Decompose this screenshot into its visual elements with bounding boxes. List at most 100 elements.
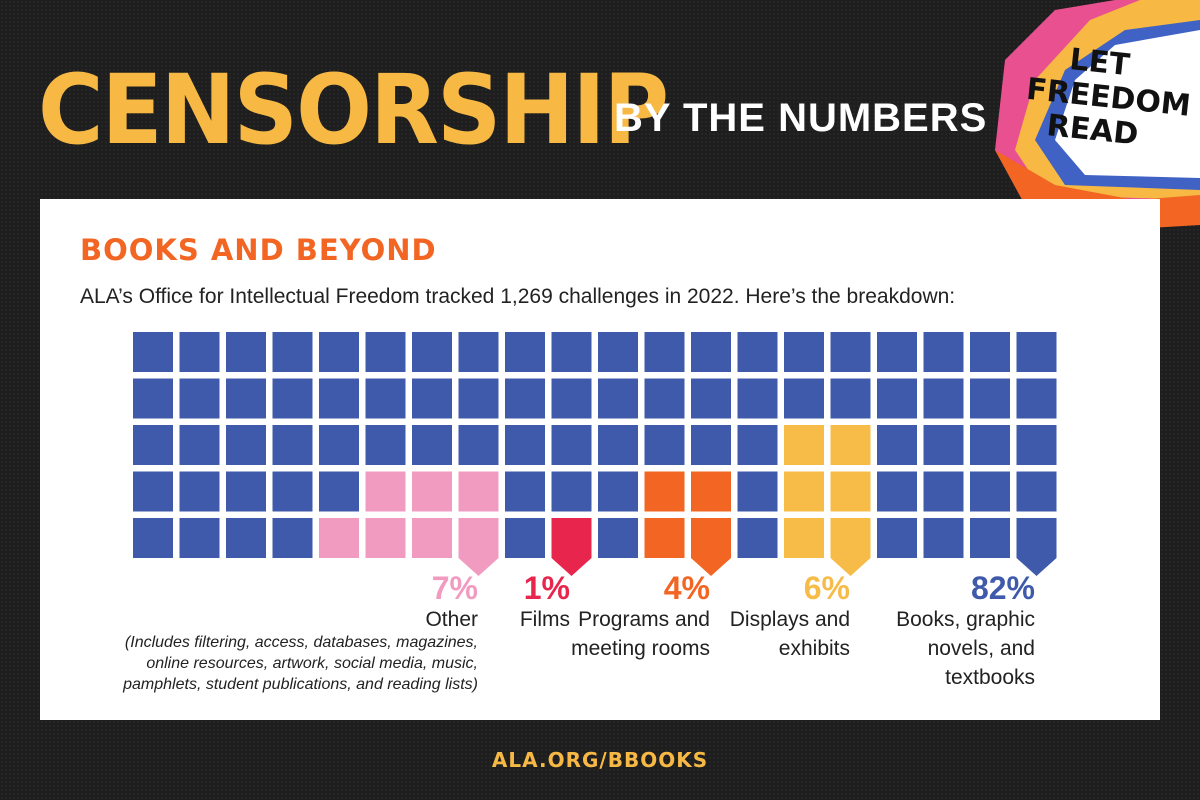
waffle-cell-books: [737, 378, 778, 419]
footer-url[interactable]: ALA.ORG/BBOOKS: [491, 748, 709, 772]
waffle-cell-books: [598, 378, 638, 419]
section-intro: ALA’s Office for Intellectual Freedom tr…: [80, 285, 956, 308]
waffle-cell-books: [1016, 378, 1057, 419]
waffle-cell-books: [970, 518, 1010, 558]
waffle-cell-books: [691, 332, 731, 372]
waffle-cell-books: [133, 332, 173, 372]
percent-programs: 4%: [663, 570, 710, 606]
label-other: Other: [425, 608, 478, 631]
waffle-cell-programs: [644, 471, 685, 512]
waffle-cell-books: [272, 518, 313, 558]
waffle-cell-books: [133, 378, 173, 419]
percent-films: 1%: [523, 570, 570, 606]
waffle-cell-displays: [784, 471, 824, 512]
waffle-cell-books: [784, 378, 824, 419]
waffle-cell-books: [551, 425, 592, 465]
waffle-cell-books: [644, 378, 685, 419]
waffle-cell-books: [877, 518, 917, 558]
waffle-cell-books: [133, 425, 173, 465]
label-programs: Programs and meeting rooms: [571, 608, 710, 660]
waffle-cell-programs: [644, 518, 685, 558]
waffle-cell-books: [551, 378, 592, 419]
waffle-cell-books: [877, 471, 917, 512]
waffle-cell-books: [505, 332, 545, 372]
waffle-cell-other: [412, 471, 452, 512]
waffle-cell-books: [923, 378, 964, 419]
waffle-cell-books: [319, 378, 359, 419]
headline-censorship: CENSORSHIP: [38, 54, 669, 166]
waffle-cell-books: [923, 518, 964, 558]
waffle-cell-books: [598, 471, 638, 512]
waffle-cell-other: [365, 518, 406, 558]
waffle-cell-books: [226, 332, 266, 372]
waffle-cell-other: [458, 518, 499, 576]
waffle-cell-books: [179, 332, 220, 372]
waffle-cell-books: [179, 518, 220, 558]
waffle-cell-books: [365, 332, 406, 372]
percent-books: 82%: [970, 570, 1035, 606]
waffle-cell-programs: [691, 471, 731, 512]
waffle-cell-books: [830, 332, 871, 372]
waffle-cell-displays: [830, 518, 871, 576]
note-other: (Includes filtering, access, databases, …: [123, 634, 478, 693]
label-displays: Displays and exhibits: [729, 608, 850, 660]
waffle-cell-books: [784, 332, 824, 372]
waffle-cell-books: [133, 518, 173, 558]
waffle-cell-books: [830, 378, 871, 419]
waffle-cell-books: [226, 518, 266, 558]
waffle-cell-books: [970, 378, 1010, 419]
waffle-cell-films: [551, 518, 592, 576]
book-burst-icon: [995, 0, 1200, 230]
waffle-cell-other: [412, 518, 452, 558]
waffle-cell-books: [458, 332, 499, 372]
waffle-cell-other: [365, 471, 406, 512]
waffle-cell-books: [691, 378, 731, 419]
waffle-cell-books: [1016, 332, 1057, 372]
waffle-cell-books: [505, 425, 545, 465]
logo-text: LET FREEDOM READ: [1021, 39, 1193, 155]
headline-by-the-numbers: BY THE NUMBERS: [614, 96, 988, 140]
waffle-cell-programs: [691, 518, 731, 576]
waffle-cell-books: [272, 471, 313, 512]
waffle-cell-other: [458, 471, 499, 512]
waffle-cell-books: [737, 471, 778, 512]
waffle-cell-books: [458, 378, 499, 419]
waffle-cell-books: [877, 332, 917, 372]
waffle-cell-books: [1016, 425, 1057, 465]
waffle-cell-books: [319, 425, 359, 465]
label-books: Books, graphic novels, and textbooks: [896, 608, 1035, 689]
content-panel: BOOKS AND BEYOND ALA’s Office for Intell…: [40, 199, 1160, 720]
waffle-cell-books: [737, 332, 778, 372]
waffle-cell-books: [877, 425, 917, 465]
waffle-cell-displays: [830, 425, 871, 465]
waffle-cell-books: [179, 425, 220, 465]
waffle-cell-books: [598, 332, 638, 372]
waffle-cell-books: [319, 332, 359, 372]
section-heading: BOOKS AND BEYOND: [80, 233, 437, 267]
percent-other: 7%: [431, 570, 478, 606]
waffle-cell-books: [923, 332, 964, 372]
waffle-cell-books: [226, 425, 266, 465]
waffle-cell-books: [319, 471, 359, 512]
label-films: Films: [519, 608, 570, 631]
waffle-cell-books: [737, 425, 778, 465]
waffle-cell-books: [551, 332, 592, 372]
waffle-cell-books: [412, 332, 452, 372]
waffle-cell-other: [319, 518, 359, 558]
waffle-cell-books: [970, 425, 1010, 465]
let-freedom-read-logo: LET FREEDOM READ: [995, 0, 1200, 230]
waffle-cell-books: [272, 425, 313, 465]
waffle-cell-books: [598, 518, 638, 558]
waffle-cell-displays: [830, 471, 871, 512]
waffle-cell-books: [412, 425, 452, 465]
waffle-cell-books: [226, 378, 266, 419]
waffle-cell-books: [365, 425, 406, 465]
waffle-cell-books: [970, 332, 1010, 372]
waffle-cell-books: [272, 378, 313, 419]
percent-displays: 6%: [803, 570, 850, 606]
waffle-cell-books: [923, 425, 964, 465]
waffle-cell-books: [505, 378, 545, 419]
waffle-chart: [133, 332, 1057, 576]
waffle-cell-displays: [784, 425, 824, 465]
waffle-cell-books: [179, 378, 220, 419]
